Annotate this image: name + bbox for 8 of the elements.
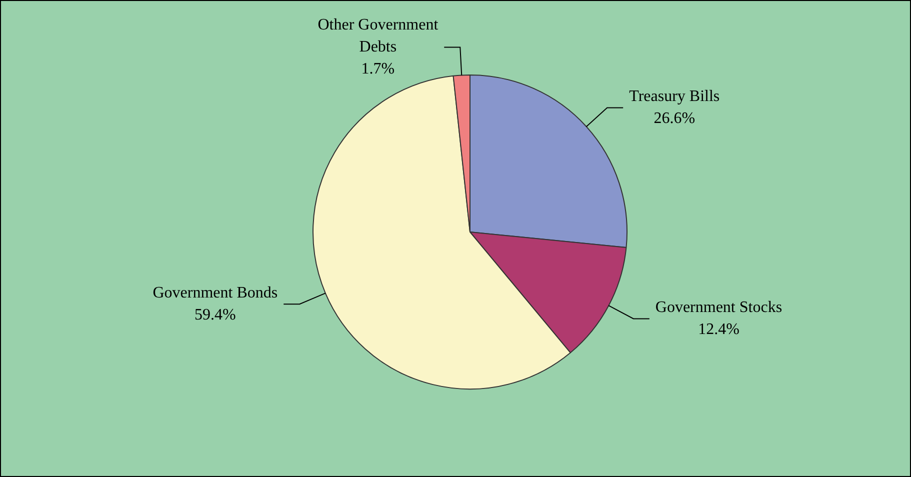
data-label: 12.4%: [698, 320, 740, 338]
data-label: 59.4%: [194, 306, 236, 324]
data-label: 1.7%: [361, 60, 395, 78]
data-label: 26.6%: [654, 110, 696, 128]
slice-label: Other Government Debts: [318, 16, 439, 56]
slice-label: Treasury Bills: [629, 88, 720, 106]
slice-label: Government Bonds: [152, 284, 278, 302]
slice-label: Government Stocks: [655, 298, 782, 316]
